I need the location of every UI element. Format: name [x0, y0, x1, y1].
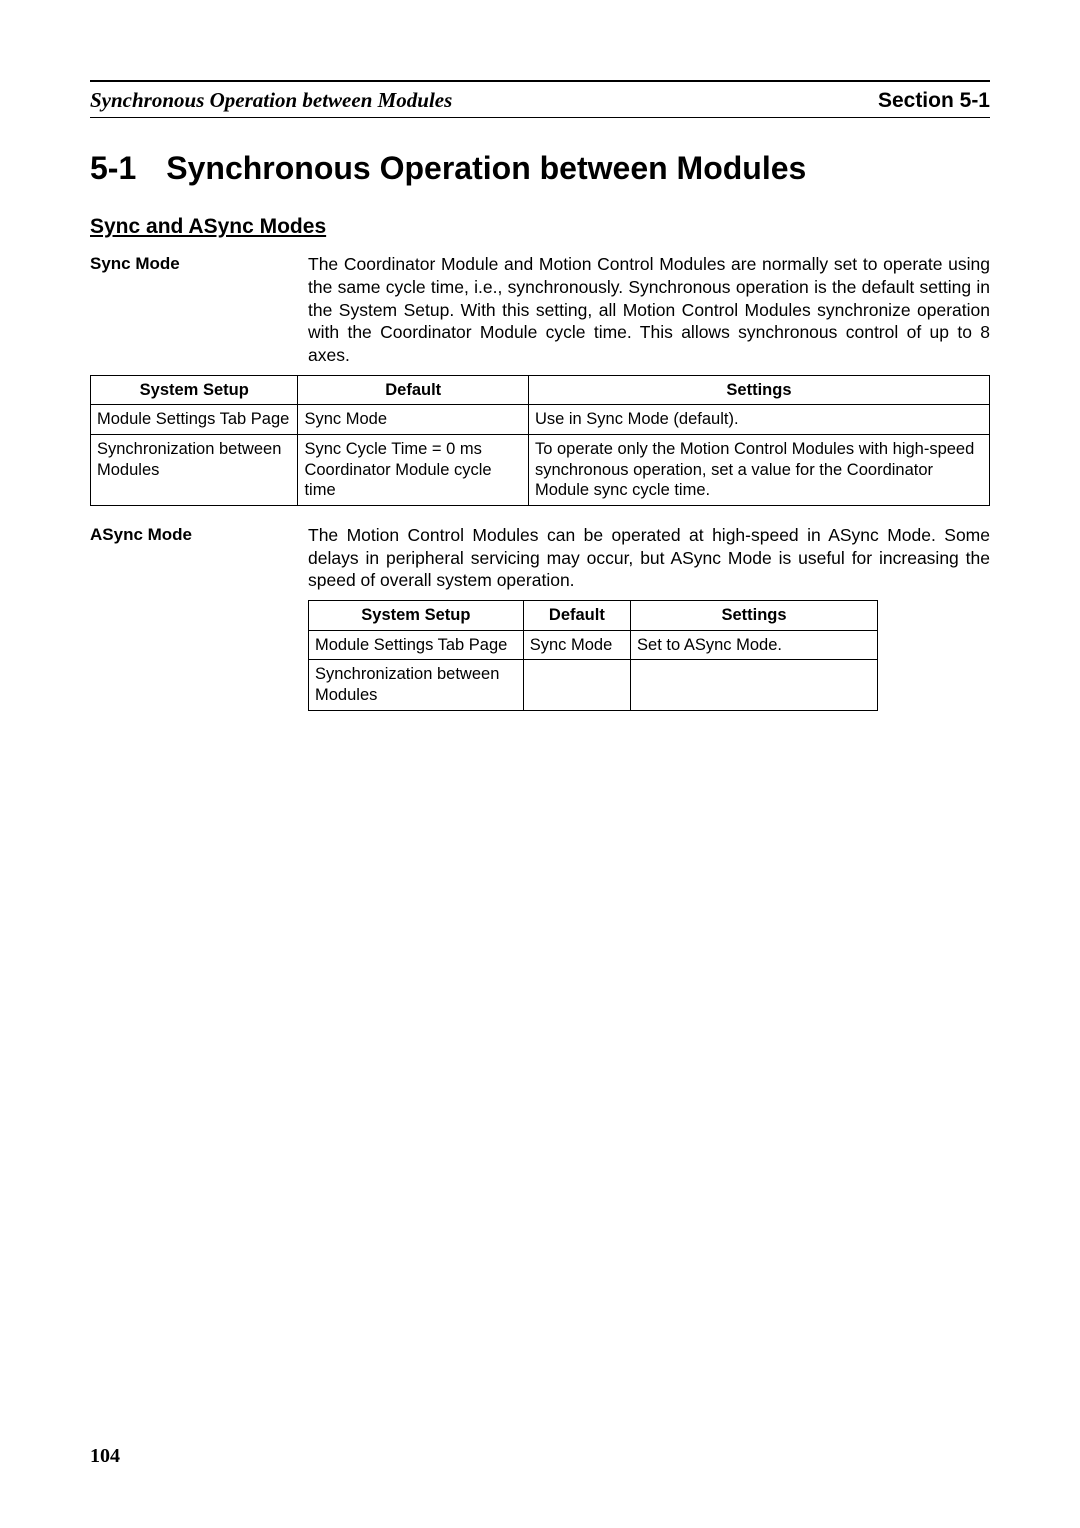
table-cell: Module Settings Tab Page	[309, 630, 524, 660]
table-cell: Synchronization between Modules	[309, 660, 524, 710]
sync-mode-label: Sync Mode	[90, 253, 308, 274]
table-row: Module Settings Tab Page Sync Mode Set t…	[309, 630, 878, 660]
section-title-text: Synchronous Operation between Modules	[166, 150, 806, 187]
async-mode-label: ASync Mode	[90, 524, 308, 545]
section-number: 5-1	[90, 150, 136, 187]
table-cell	[523, 660, 630, 710]
table-row: Synchronization between Modules Sync Cyc…	[91, 435, 990, 506]
sync-mode-block: Sync Mode The Coordinator Module and Mot…	[90, 253, 990, 367]
table-header-cell: Default	[298, 375, 529, 405]
async-mode-paragraph: The Motion Control Modules can be operat…	[308, 524, 990, 592]
table-header-cell: Settings	[528, 375, 989, 405]
running-head-right: Section 5-1	[878, 89, 990, 113]
table-header-row: System Setup Default Settings	[309, 601, 878, 631]
table-header-cell: System Setup	[91, 375, 298, 405]
table-cell: Sync Mode	[523, 630, 630, 660]
section-heading: 5-1 Synchronous Operation between Module…	[90, 150, 990, 187]
running-head: Synchronous Operation between Modules Se…	[90, 88, 990, 118]
running-head-left: Synchronous Operation between Modules	[90, 88, 452, 113]
sync-mode-table: System Setup Default Settings Module Set…	[90, 375, 990, 506]
table-header-row: System Setup Default Settings	[91, 375, 990, 405]
table-cell: To operate only the Motion Control Modul…	[528, 435, 989, 506]
table-cell: Set to ASync Mode.	[631, 630, 878, 660]
table-header-cell: System Setup	[309, 601, 524, 631]
table-row: Module Settings Tab Page Sync Mode Use i…	[91, 405, 990, 435]
table-header-cell: Default	[523, 601, 630, 631]
table-cell	[631, 660, 878, 710]
sync-mode-paragraph: The Coordinator Module and Motion Contro…	[308, 253, 990, 367]
table-cell: Synchronization between Modules	[91, 435, 298, 506]
page: Synchronous Operation between Modules Se…	[0, 0, 1080, 1528]
subheading: Sync and ASync Modes	[90, 215, 990, 239]
page-number: 104	[90, 1445, 120, 1468]
table-header-cell: Settings	[631, 601, 878, 631]
table-row: Synchronization between Modules	[309, 660, 878, 710]
table-cell: Sync Mode	[298, 405, 529, 435]
async-mode-block: ASync Mode The Motion Control Modules ca…	[90, 524, 990, 592]
table-cell: Use in Sync Mode (default).	[528, 405, 989, 435]
table-cell: Module Settings Tab Page	[91, 405, 298, 435]
async-mode-table: System Setup Default Settings Module Set…	[308, 600, 878, 711]
top-rule	[90, 80, 990, 82]
table-cell: Sync Cycle Time = 0 msCoordinator Module…	[298, 435, 529, 506]
